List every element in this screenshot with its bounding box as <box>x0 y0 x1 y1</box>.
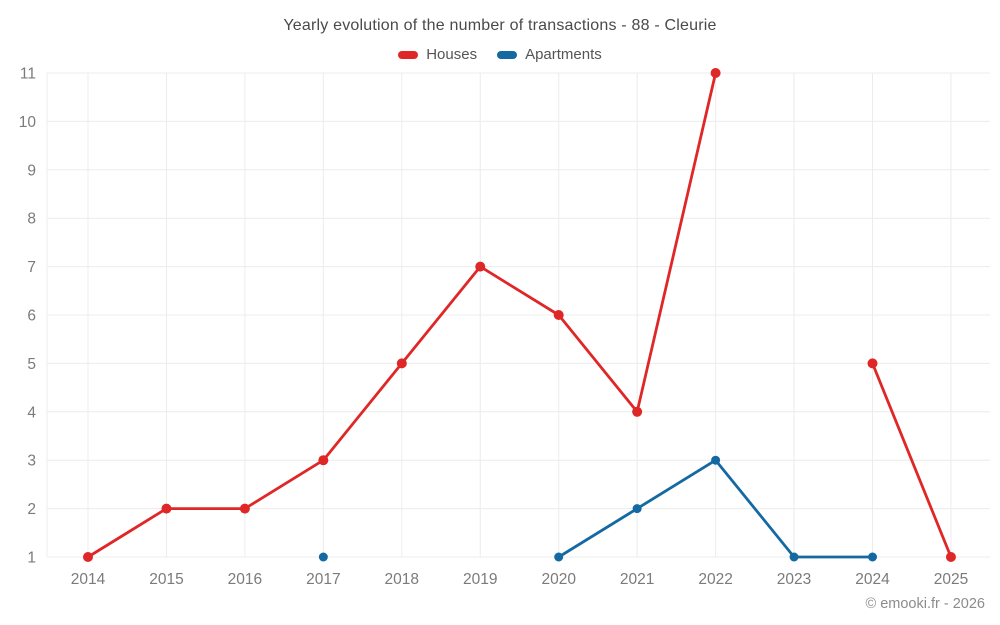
y-tick-label: 10 <box>19 114 37 131</box>
x-tick-label: 2016 <box>228 571 262 588</box>
y-tick-label: 1 <box>27 550 36 567</box>
x-tick-label: 2014 <box>71 571 106 588</box>
x-tick-label: 2017 <box>306 571 340 588</box>
y-tick-label: 3 <box>27 453 36 470</box>
y-tick-label: 11 <box>20 66 36 83</box>
legend-label-apartments: Apartments <box>525 46 602 63</box>
data-point-apartments <box>632 504 642 514</box>
data-point-apartments <box>318 552 328 562</box>
data-point-apartments <box>868 552 877 562</box>
y-tick-label: 9 <box>27 162 36 179</box>
y-tick-label: 5 <box>27 356 36 373</box>
data-point-houses <box>553 310 564 320</box>
data-point-houses <box>239 503 250 514</box>
data-point-apartments <box>554 552 564 562</box>
data-point-houses <box>867 358 878 369</box>
data-point-houses <box>475 261 486 272</box>
y-tick-label: 4 <box>27 404 36 421</box>
y-tick-label: 2 <box>27 501 36 518</box>
x-tick-label: 2021 <box>620 571 654 588</box>
legend-item-houses[interactable]: Houses <box>398 46 477 63</box>
data-point-apartments <box>789 552 799 562</box>
x-tick-label: 2018 <box>385 571 419 588</box>
copyright: © emooki.fr - 2026 <box>865 596 985 612</box>
y-tick-label: 6 <box>27 308 36 325</box>
series-line-houses <box>871 361 953 559</box>
x-tick-label: 2025 <box>934 571 968 588</box>
x-tick-label: 2019 <box>463 571 497 588</box>
x-tick-label: 2020 <box>541 571 576 588</box>
y-tick-label: 8 <box>27 211 36 228</box>
data-point-houses <box>632 406 643 417</box>
data-point-houses <box>161 503 172 514</box>
data-point-houses <box>710 68 721 78</box>
x-tick-label: 2015 <box>149 571 183 588</box>
x-tick-label: 2024 <box>855 571 890 588</box>
data-point-houses <box>83 552 93 562</box>
apartments-swatch-icon <box>497 50 518 59</box>
legend: Houses Apartments <box>0 46 1000 63</box>
data-point-houses <box>945 552 956 562</box>
data-point-houses <box>318 455 329 466</box>
chart-title: Yearly evolution of the number of transa… <box>283 17 717 34</box>
data-point-houses <box>396 358 407 369</box>
x-tick-label: 2023 <box>777 571 811 588</box>
legend-item-apartments[interactable]: Apartments <box>497 46 602 63</box>
data-point-apartments <box>711 455 721 465</box>
x-tick-label: 2022 <box>698 571 732 588</box>
houses-swatch-icon <box>398 50 419 59</box>
y-tick-label: 7 <box>27 259 36 276</box>
legend-label-houses: Houses <box>426 46 478 63</box>
